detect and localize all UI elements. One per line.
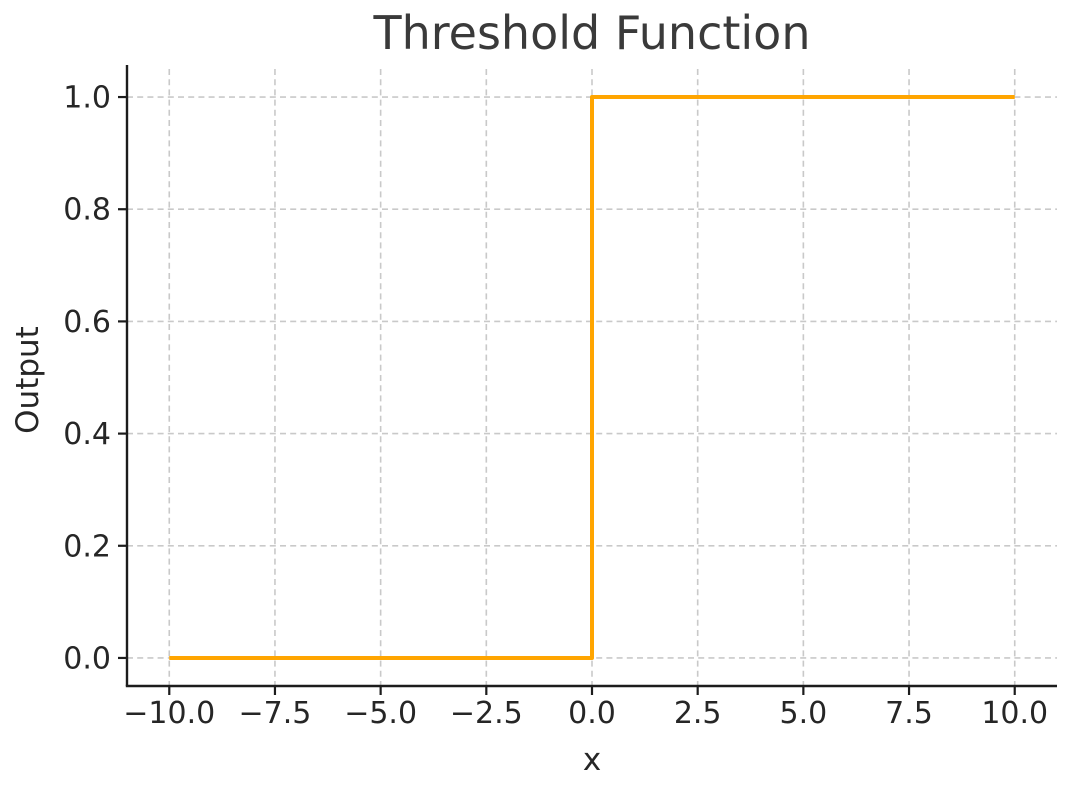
x-tick-label: 7.5 bbox=[885, 696, 933, 731]
x-tick-label: 2.5 bbox=[674, 696, 722, 731]
threshold-step-line bbox=[169, 95, 1015, 660]
chart-title: Threshold Function bbox=[373, 6, 811, 60]
x-tick-label: −10.0 bbox=[123, 696, 215, 731]
x-axis-label: x bbox=[583, 742, 601, 778]
axis-spines bbox=[125, 65, 1057, 688]
x-tick-label: 0.0 bbox=[568, 696, 616, 731]
y-tick-label: 0.6 bbox=[63, 305, 111, 340]
x-tick-label: 10.0 bbox=[981, 696, 1048, 731]
axis-tick-marks bbox=[118, 95, 1016, 695]
y-tick-label: 0.4 bbox=[63, 417, 111, 452]
y-tick-label: 1.0 bbox=[63, 81, 111, 116]
x-tick-label: −5.0 bbox=[344, 696, 417, 731]
y-tick-label: 0.8 bbox=[63, 193, 111, 228]
x-tick-labels: −10.0 −7.5 −5.0 −2.5 0.0 2.5 5.0 7.5 10.0 bbox=[123, 696, 1048, 731]
x-tick-label: −7.5 bbox=[239, 696, 312, 731]
y-tick-label: 0.2 bbox=[63, 529, 111, 564]
x-tick-label: −2.5 bbox=[450, 696, 523, 731]
series-threshold-step bbox=[169, 95, 1015, 660]
y-tick-labels: 0.0 0.2 0.4 0.6 0.8 1.0 bbox=[63, 81, 111, 677]
x-tick-label: 5.0 bbox=[780, 696, 828, 731]
y-axis-label: Output bbox=[10, 326, 46, 434]
y-tick-label: 0.0 bbox=[63, 641, 111, 676]
